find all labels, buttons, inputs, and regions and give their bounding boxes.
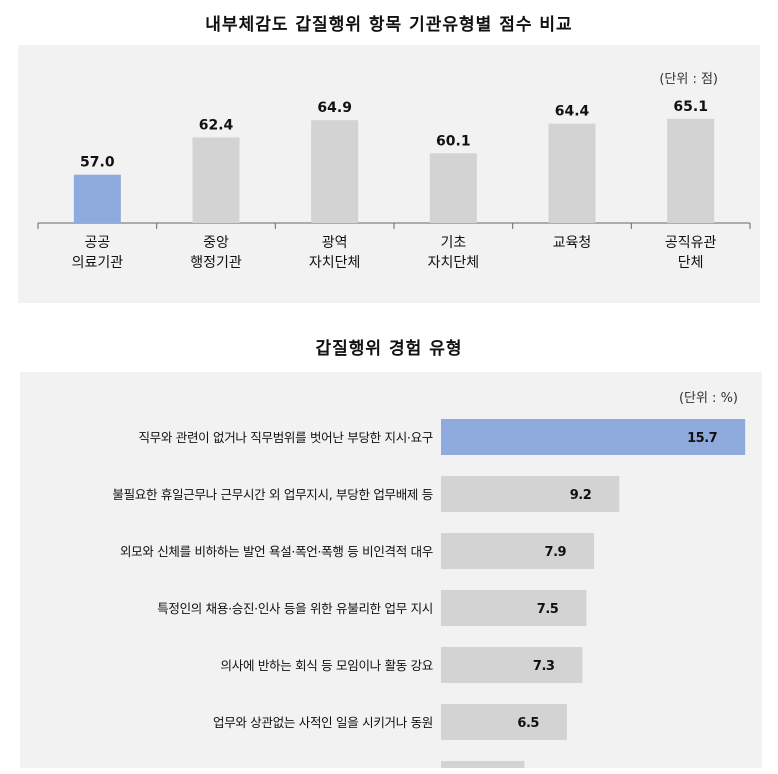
chart1-category-label: 단체 (678, 255, 704, 271)
chart2-svg: (단위 : %) 15.7 직무와 관련이 없거나 직무범위를 벗어난 부당한 지시… (112, 391, 746, 774)
chart2-category-label: 특정인의 채용·승진·인사 등을 위한 유불리한 업무 지시 (157, 601, 433, 616)
chart2-panel: (단위 : %) 15.7 직무와 관련이 없거나 직무범위를 벗어난 부당한 지시… (20, 372, 762, 774)
chart2-bar (441, 590, 587, 626)
chart1-data-label: 65.1 (673, 99, 708, 115)
chart1-bar (192, 137, 240, 223)
chart1-category-label: 광역 (322, 235, 348, 251)
chart2-bar (441, 533, 595, 569)
chart2-category-label: 직무와 관련이 없거나 직무범위를 벗어난 부당한 지시·요구 (138, 430, 433, 445)
chart1-category-label: 의료기관 (72, 255, 124, 271)
chart1-bar (667, 118, 715, 223)
chart2-data-label: 7.3 (533, 659, 555, 674)
chart1-category-label: 기초 (440, 235, 466, 251)
chart2-data-label: 15.7 (687, 431, 718, 446)
chart1-category-label: 공직유관 (665, 235, 717, 251)
chart1-data-label: 57.0 (80, 155, 115, 171)
chart1-bar (429, 153, 477, 223)
chart2-unit-note: (단위 : %) (679, 391, 738, 406)
chart2-title: 갑질행위 경험 유형 (315, 339, 463, 359)
chart1-category-label: 교육청 (553, 235, 592, 251)
chart2-data-label: 9.2 (570, 488, 592, 503)
chart1-data-label: 64.9 (317, 100, 352, 116)
chart2-data-label: 6.5 (517, 716, 539, 731)
chart2-bar (441, 761, 525, 774)
chart2-bar (441, 476, 620, 512)
chart2-data-label: 7.9 (545, 545, 567, 560)
chart1-data-label: 60.1 (436, 133, 471, 149)
chart1-bar (311, 120, 359, 223)
chart2-bar (441, 419, 746, 455)
chart2-category-label: 업무와 상관없는 사적인 일을 시키거나 동원 (213, 715, 433, 730)
chart2-category-label: 불필요한 휴일근무나 근무시간 외 업무지시, 부당한 업무배제 등 (112, 487, 433, 502)
chart2-data-label: 7.5 (537, 602, 559, 617)
chart1-category-label: 자치단체 (428, 255, 480, 271)
chart2-category-label: 외모와 신체를 비하하는 발언 욕설·폭언·폭행 등 비인격적 대우 (120, 544, 433, 559)
chart1-data-label: 64.4 (555, 104, 590, 120)
chart1-category-label: 중앙 (203, 235, 229, 251)
chart1-unit-note: (단위 : 점) (659, 72, 718, 87)
chart1-category-label: 공공 (84, 235, 110, 251)
chart1-bar (73, 174, 121, 223)
chart2-category-label: 의사에 반하는 회식 등 모임이나 활동 강요 (221, 658, 433, 673)
chart2-bar (441, 704, 567, 740)
chart1-data-label: 62.4 (199, 117, 234, 133)
chart2-bar (441, 647, 583, 683)
chart1-bar (548, 123, 596, 223)
chart1-category-label: 행정기관 (190, 255, 242, 271)
chart1-title: 내부체감도 갑질행위 항목 기관유형별 점수 비교 (205, 15, 573, 35)
chart1-category-label: 자치단체 (309, 255, 361, 271)
